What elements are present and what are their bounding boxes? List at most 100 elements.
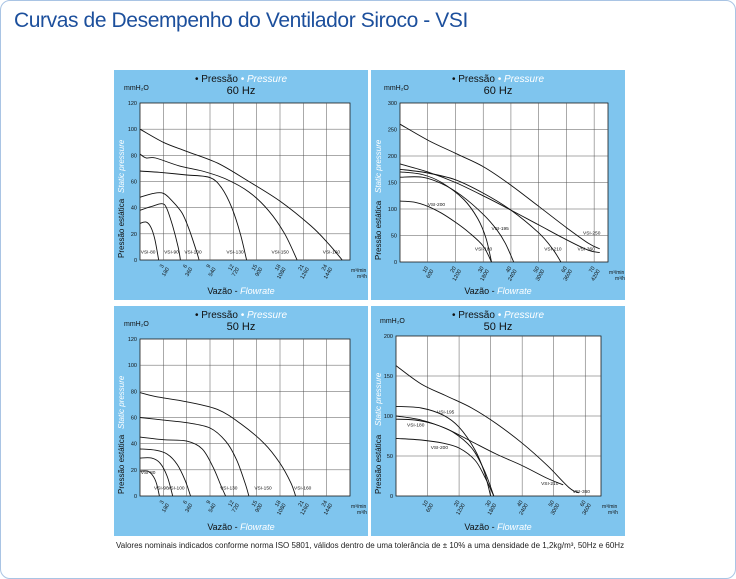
x-tick-label-hour: 900 [255,267,265,278]
x-tick-label-hour: 360 [185,267,195,278]
series-label: VSI-210 [541,481,559,487]
legend-pt: • Pressão [194,74,241,85]
x-tick-label-hour: 1080 [276,503,287,517]
x-tick-label-hour: 1800 [480,269,491,283]
flow-unit: m³/min m³/h [351,504,367,516]
y-tick-label: 200 [384,334,393,340]
series-curve-vsi-80 [139,470,160,497]
series-curve-vsi-100 [139,192,200,261]
chart-legend-header: • Pressão • Pressure [114,310,368,321]
series-label: VSI-250 [583,230,601,236]
series-label: VSI-100 [184,249,202,255]
legend-pt: • Pressão [451,74,498,85]
chart-legend-header: • Pressão • Pressure [114,74,368,85]
chart-panel-50hz-large: • Pressão • Pressure 50 Hz mmH₂O Pressão es… [371,306,625,536]
series-curve-vsi-100 [139,448,192,497]
series-curve-vsi-80 [139,221,160,261]
flow-unit-min: m³/min [351,504,367,510]
series-label: VSI-195 [437,410,455,416]
x-tick-label-hour: 180 [161,503,171,514]
x-tick-label-min: 6 [182,264,189,270]
pressure-unit: mmH₂O [380,318,405,325]
series-label: VSI-130 [220,485,238,491]
x-tick-label-min: 20 [453,500,461,508]
y-tick-label: 120 [128,337,137,343]
x-tick-label-min: 21 [298,500,306,508]
series-label: VSI-90 [154,485,169,491]
y-tick-label: 50 [391,234,397,240]
series-curve-vsi-90 [139,457,174,497]
series-curve-vsi-160 [139,128,343,261]
x-tick-label-min: 15 [251,500,259,508]
pressure-unit: mmH₂O [124,85,149,92]
x-axis-label: Vazão - Flowrate [371,286,625,296]
chart-legend-header: • Pressão • Pressure [371,74,625,85]
x-tick-label-min: 18 [274,264,282,272]
series-label: VSI-90 [164,249,179,255]
flow-unit-min: m³/min [351,268,367,274]
x-tick-label-min: 9 [206,264,213,270]
x-tick-label-min: 50 [548,500,556,508]
series-label: VSI-80 [141,249,156,255]
y-tick-label: 100 [384,414,393,420]
x-tick-label-hour: 1260 [300,267,311,281]
x-tick-label-min: 10 [422,500,430,508]
chart-panel-60hz-small: • Pressão • Pressure 60 Hz mmH₂O Pressão es… [114,70,368,300]
x-tick-label-hour: 1200 [452,269,463,283]
y-tick-label: 0 [394,260,397,266]
flow-unit-min: m³/min [609,270,625,276]
x-tick-label-min: 12 [228,500,236,508]
series-label: VSI-150 [254,485,272,491]
chart-frequency: 60 Hz [483,85,513,97]
x-tick-label-hour: 540 [208,503,218,514]
x-axis-label: Vazão - Flowrate [114,522,368,532]
series-label: VSI-100 [167,485,185,491]
x-tick-label-min: 24 [321,500,329,508]
x-tick-label-hour: 1260 [300,503,311,517]
legend-pt: • Pressão [194,310,241,321]
x-tick-label-min: 30 [477,266,485,274]
y-tick-label: 100 [128,127,137,133]
x-tick-label-min: 30 [485,500,493,508]
x-axis-label-pt: Vazão - [207,286,241,296]
x-tick-label-hour: 720 [231,267,241,278]
x-tick-label-hour: 1080 [276,267,287,281]
series-curve-vsi-210 [395,415,564,486]
x-tick-label-hour: 360 [185,503,195,514]
x-tick-label-min: 10 [422,266,430,274]
x-tick-label-min: 6 [182,500,189,506]
x-tick-label-hour: 3600 [563,269,574,283]
y-tick-label: 250 [388,128,397,134]
y-tick-label: 80 [131,389,137,395]
y-tick-label: 100 [388,207,397,213]
y-tick-label: 80 [131,153,137,159]
x-tick-label-hour: 2400 [518,503,529,517]
series-label: VSI-195 [492,226,510,232]
flow-unit-hour: m³/h [357,510,367,516]
x-tick-label-min: 60 [579,500,587,508]
chart-frequency: 60 Hz [226,85,256,97]
series-label: VSI-360 [573,489,591,495]
